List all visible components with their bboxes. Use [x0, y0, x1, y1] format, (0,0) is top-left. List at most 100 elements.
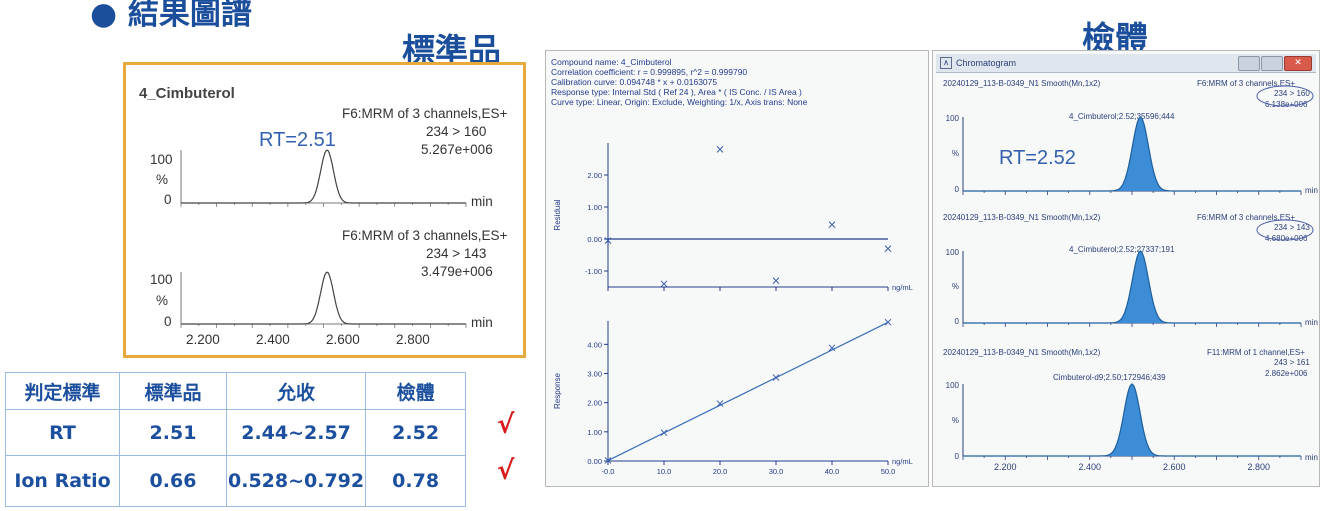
- response-y-tick-label: 2.00: [587, 399, 602, 408]
- sample-trace-234-160: 100% 0 min: [946, 85, 1318, 195]
- s1-sample: 20240129_113-B-0349_N1 Smooth(Mn,1x2): [943, 79, 1101, 88]
- trace1-intensity: 5.267e+006: [421, 142, 493, 157]
- s3-sample: 20240129_113-B-0349_N1 Smooth(Mn,1x2): [943, 348, 1101, 357]
- trace1-function: F6:MRM of 3 channels,ES+: [342, 106, 508, 121]
- s1-transition: 234 > 160: [1274, 89, 1310, 98]
- window-title: Chromatogram: [956, 58, 1017, 68]
- trace1-ytick-pct: %: [156, 172, 169, 187]
- response-y-tick-label: 0.00: [587, 457, 602, 466]
- standard-chromatogram-panel: 4_Cimbuterol RT=2.51 F6:MRM of 3 channel…: [123, 62, 526, 358]
- x-tick-label: 2.600: [1163, 462, 1186, 472]
- s3-function: F11:MRM of 1 channel,ES+: [1207, 348, 1305, 357]
- s3-transition: 243 > 161: [1274, 358, 1310, 367]
- cal-correlation: Correlation coefficient: r = 0.999895, r…: [551, 67, 748, 77]
- s1-intensity: 6.138e+006: [1265, 100, 1308, 109]
- standard-rt-label: RT=2.51: [259, 129, 336, 151]
- criteria-row-rt: RT 2.51 2.44~2.57 2.52: [5, 409, 467, 456]
- response-plot: 4.00 3.00 2.00 1.00 0.00-0.0 10.0 20.0 30.0 40.0…: [553, 318, 913, 476]
- standard-trace-234-160: [180, 149, 467, 207]
- sample-chromatogram-window: ∧ Chromatogram ✕ RT=2.52 20240129_113-B-…: [932, 50, 1320, 487]
- y-tick-label: 0: [955, 317, 960, 326]
- criteria-header-row: 判定標準 標準品 允收 檢體: [5, 372, 467, 410]
- y-tick-label: 0: [955, 185, 960, 194]
- s2-function: F6:MRM of 3 channels,ES+: [1197, 213, 1296, 222]
- sample-rt-label: RT=2.52: [999, 147, 1076, 169]
- x-unit-label: min: [1305, 453, 1318, 462]
- transition-circle-1: [1256, 85, 1314, 107]
- residual-axis-label: Residual: [553, 199, 562, 230]
- calibration-plots-svg: 2.00 1.00 0.00 -1.00 Residual ng/mL 4.00 3.00 2…: [553, 143, 913, 476]
- y-tick-label: %: [952, 416, 959, 425]
- residual-point: [716, 146, 724, 153]
- residual-y-tick-label: 2.00: [587, 171, 602, 180]
- y-tick-label: %: [952, 282, 959, 291]
- response-point: [884, 318, 892, 326]
- peak-area: [1108, 251, 1173, 323]
- criteria-header-standard: 標準品: [119, 372, 227, 410]
- criteria-ion-acceptance: 0.528~0.792: [225, 455, 367, 507]
- peak-line: [181, 271, 466, 325]
- response-point: [772, 374, 780, 381]
- cal-compound: Compound name: 4_Cimbuterol: [551, 57, 672, 67]
- cal-curve: Calibration curve: 0.094748 * x + 0.0163…: [551, 77, 718, 87]
- criteria-header-criterion: 判定標準: [5, 372, 120, 410]
- sample-trace-234-143: 100% 0 min: [946, 219, 1318, 327]
- response-x-tick-label: -0.0: [602, 467, 615, 476]
- response-x-tick-label: 10.0: [657, 467, 672, 476]
- transition-circle-2: [1256, 219, 1314, 241]
- standard-trace-234-143: [180, 271, 467, 328]
- criteria-table: 判定標準 標準品 允收 檢體 RT 2.51 2.44~2.57 2.52 Io…: [5, 372, 467, 507]
- criteria-rt-label: RT: [5, 409, 120, 456]
- y-tick-label: 100: [946, 381, 960, 390]
- trace2-ytick-pct: %: [156, 293, 169, 308]
- maximize-button[interactable]: [1261, 56, 1283, 71]
- criteria-rt-sample: 2.52: [365, 409, 467, 456]
- residual-point: [660, 280, 668, 288]
- criteria-rt-standard: 2.51: [119, 409, 227, 456]
- criteria-header-sample: 檢體: [365, 372, 467, 410]
- response-unit: ng/mL: [892, 457, 913, 466]
- peak-line: [963, 116, 1301, 192]
- residual-point: [828, 221, 836, 228]
- compound-name: 4_Cimbuterol: [139, 85, 235, 102]
- s2-sample: 20240129_113-B-0349_N1 Smooth(Mn,1x2): [943, 213, 1101, 222]
- response-x-tick-label: 20.0: [713, 467, 728, 476]
- minimize-button[interactable]: [1238, 56, 1260, 71]
- slide-title: ● 結果圖譜: [90, 0, 252, 32]
- s2-peak-label: 4_Cimbuterol;2.52;27337;191: [1069, 245, 1175, 254]
- criteria-header-acceptance: 允收: [225, 372, 367, 410]
- trace2-unit: min: [471, 315, 493, 330]
- peak-line: [963, 250, 1301, 324]
- x-tick-label: 2.800: [1247, 462, 1270, 472]
- trace2-intensity: 3.479e+006: [421, 264, 493, 279]
- s2-intensity: 4.680e+006: [1265, 234, 1308, 243]
- peak-line: [963, 383, 1301, 457]
- sample-trace-243-161: 100% 0 min 2.200 2.400 2.600 2.800: [946, 381, 1318, 472]
- response-point: [828, 344, 836, 352]
- s3-intensity: 2.862e+006: [1265, 369, 1308, 378]
- response-y-tick-label: 3.00: [587, 370, 602, 379]
- residual-plot: 2.00 1.00 0.00 -1.00 Residual ng/mL: [553, 143, 913, 292]
- chromatogram-window-icon: ∧: [940, 57, 952, 69]
- response-x-tick-label: 50.0: [881, 467, 896, 476]
- s1-peak-label: 4_Cimbuterol;2.52;35596;444: [1069, 112, 1175, 121]
- residual-point: [772, 277, 780, 284]
- x-tick-label: 2.200: [994, 462, 1017, 472]
- trace1-unit: min: [471, 194, 493, 209]
- criteria-row-ion-ratio: Ion Ratio 0.66 0.528~0.792 0.78: [5, 455, 467, 507]
- response-x-tick-label: 40.0: [825, 467, 840, 476]
- s3-peak-label: Cimbuterol-d9;2.50;172946;439: [1053, 373, 1166, 382]
- trace1-transition: 234 > 160: [426, 124, 487, 139]
- s1-function: F6:MRM of 3 channels,ES+: [1197, 79, 1296, 88]
- trace2-transition: 234 > 143: [426, 246, 487, 261]
- xtick-2800: 2.800: [396, 332, 430, 347]
- y-tick-label: 100: [946, 248, 960, 257]
- residual-y-tick-label: -1.00: [585, 267, 602, 276]
- peak-area: [1099, 384, 1165, 456]
- trace2-ytick-100: 100: [150, 272, 173, 287]
- y-tick-label: %: [952, 149, 959, 158]
- residual-unit: ng/mL: [892, 283, 913, 292]
- close-button[interactable]: ✕: [1284, 56, 1312, 71]
- peak-line: [181, 149, 466, 204]
- criteria-ion-standard: 0.66: [119, 455, 227, 507]
